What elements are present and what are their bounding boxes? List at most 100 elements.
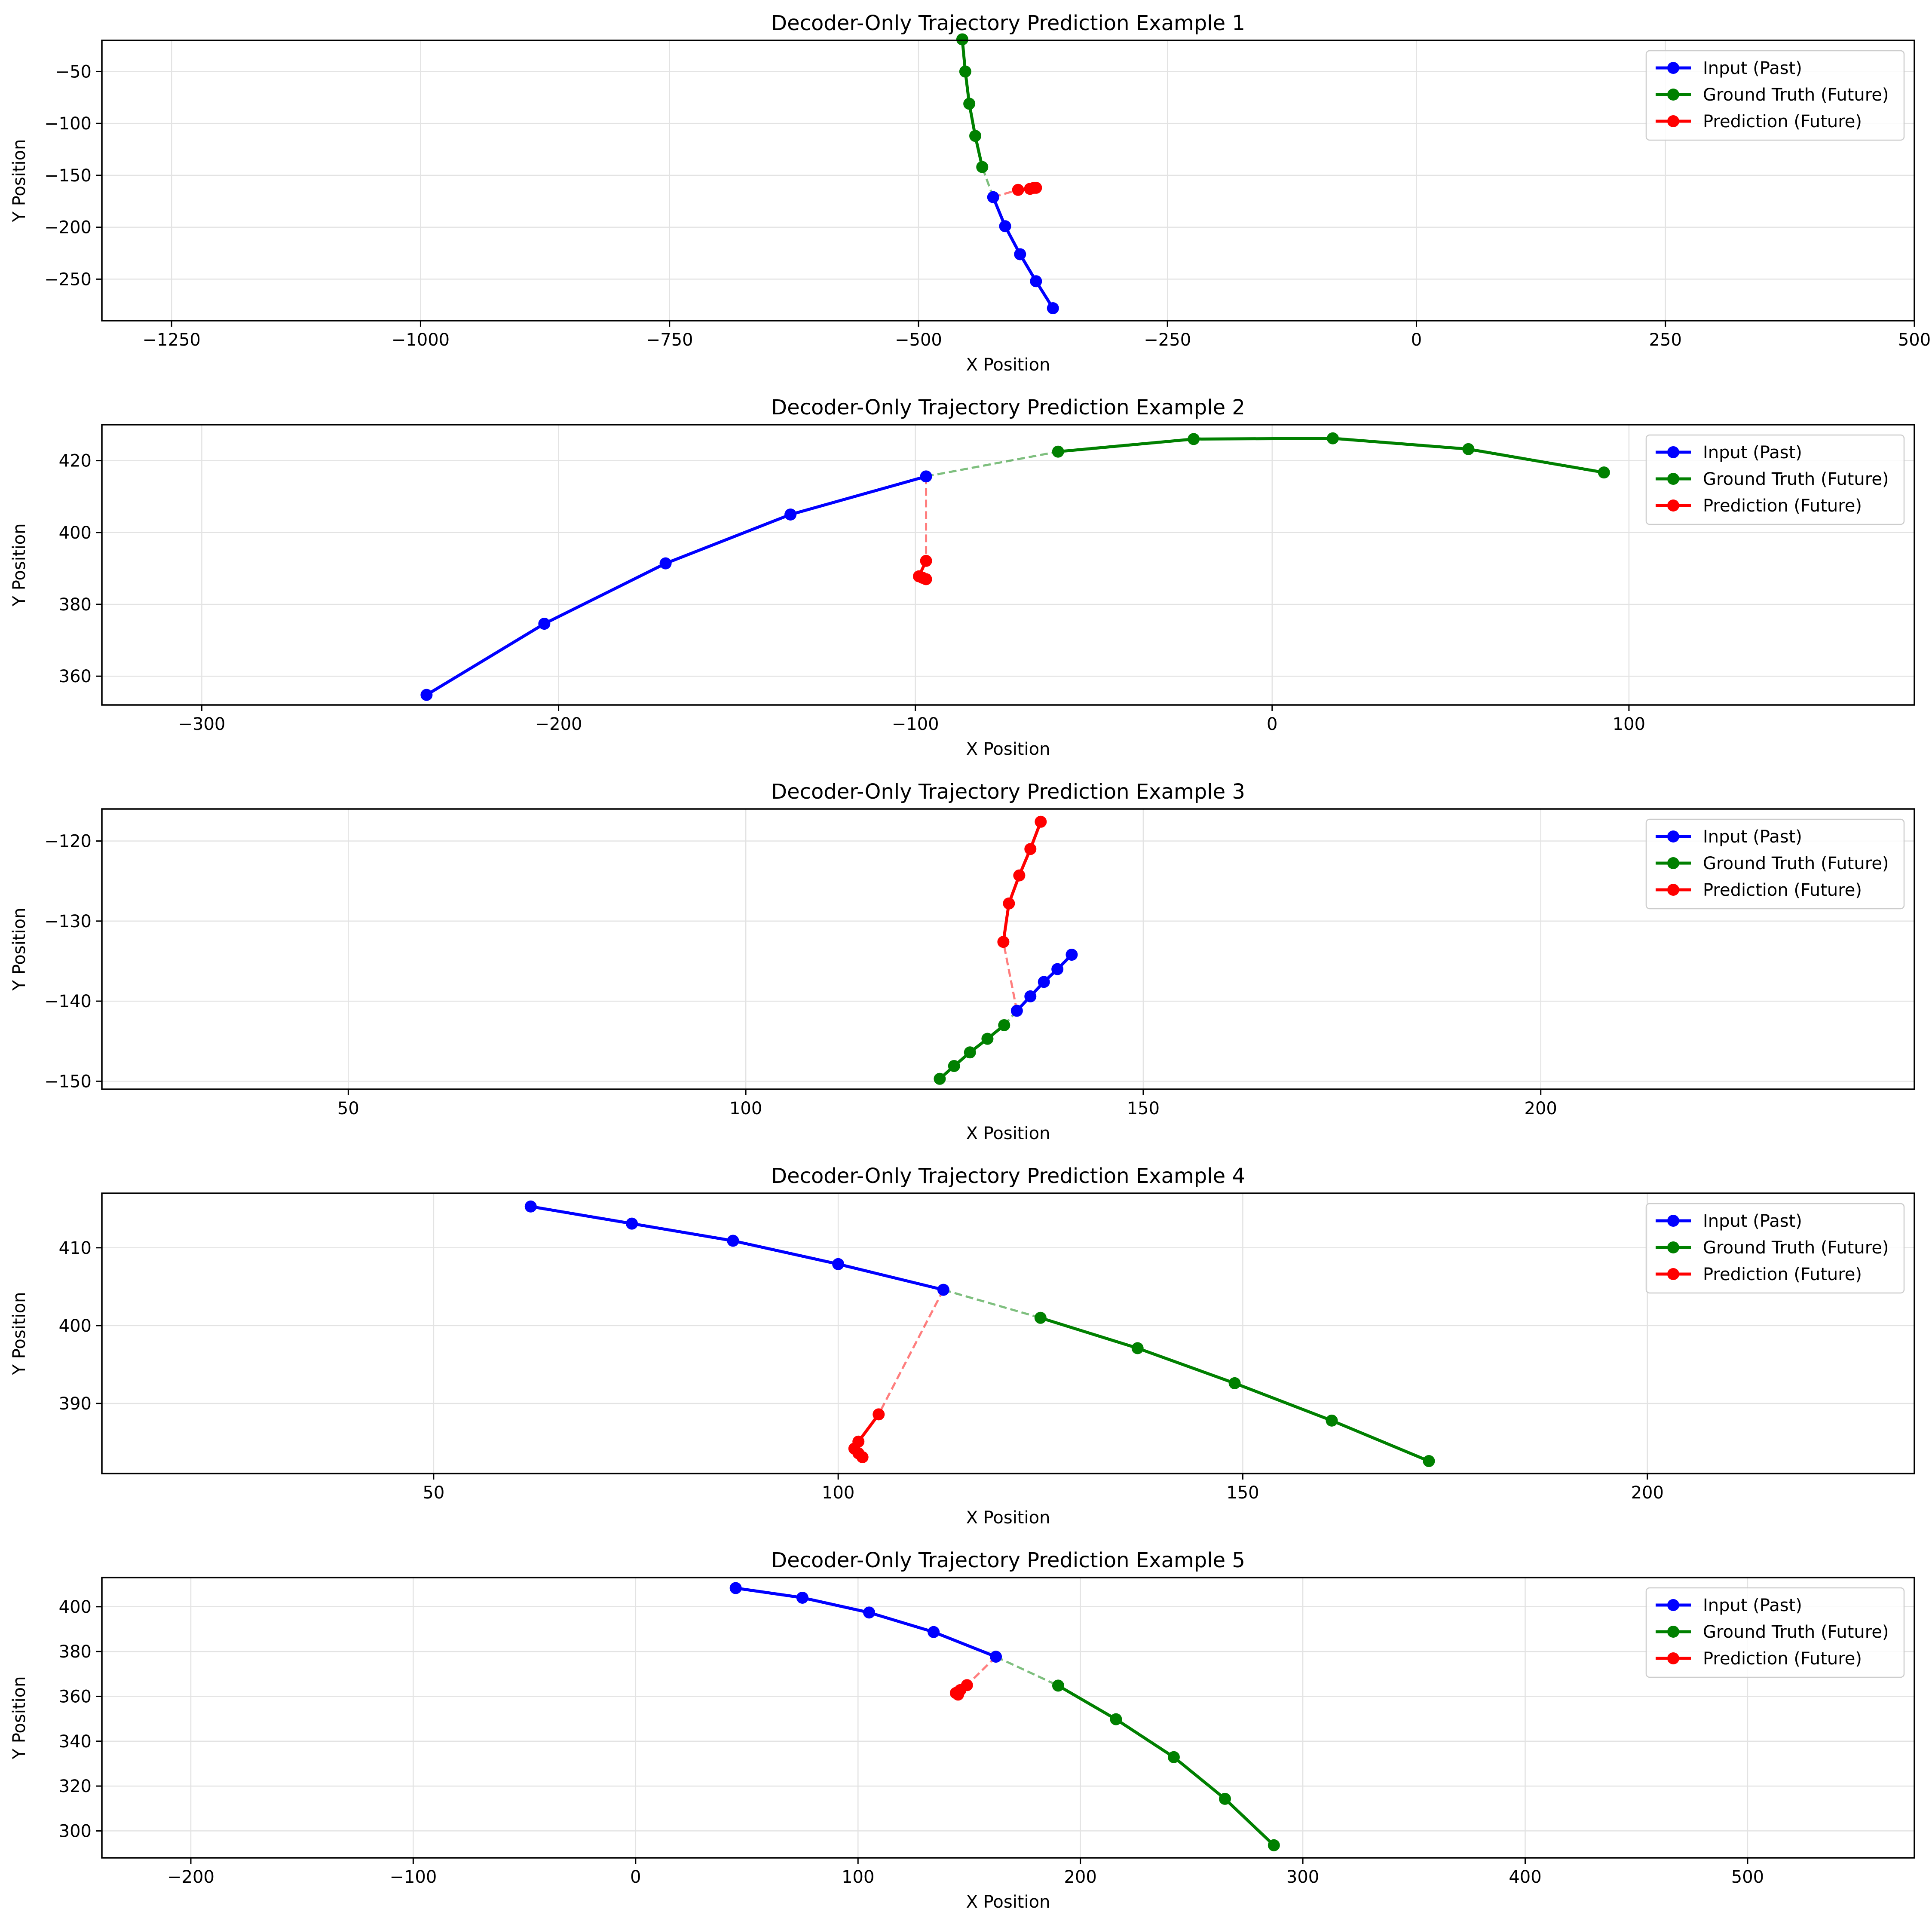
data-point — [1024, 990, 1037, 1002]
data-point — [784, 508, 797, 521]
y-tick-label: −100 — [44, 114, 92, 134]
data-point — [952, 1688, 964, 1701]
x-tick-label: −1000 — [392, 330, 450, 350]
data-point — [1052, 445, 1064, 458]
y-tick-label: 400 — [59, 1597, 92, 1617]
data-point — [1012, 184, 1024, 196]
legend-marker — [1667, 62, 1679, 74]
y-tick-label: −50 — [55, 62, 92, 82]
legend: Input (Past) Ground Truth (Future) Predict… — [1645, 1203, 1905, 1294]
axes-frame — [101, 40, 1915, 322]
x-tick-label: 100 — [1613, 714, 1645, 734]
legend-marker — [1667, 1215, 1679, 1227]
legend-box — [1645, 50, 1905, 141]
y-tick-label: 300 — [59, 1821, 92, 1841]
legend: Input (Past) Ground Truth (Future) Predict… — [1645, 434, 1905, 525]
data-point — [1038, 976, 1050, 988]
legend-marker — [1667, 1599, 1679, 1611]
x-tick-label: 0 — [630, 1867, 641, 1887]
x-tick-label: −500 — [895, 330, 942, 350]
data-point — [1028, 181, 1040, 194]
data-point — [1326, 1414, 1338, 1427]
y-tick-label: 400 — [59, 523, 92, 543]
y-axis-label: Y Position — [9, 524, 29, 607]
data-point — [1052, 1679, 1064, 1692]
data-point — [796, 1591, 808, 1604]
y-tick-label: −120 — [44, 832, 92, 852]
y-axis-label: Y Position — [9, 1676, 29, 1760]
data-point — [998, 1019, 1010, 1031]
data-point — [1014, 248, 1026, 260]
prediction-connector — [878, 1289, 945, 1415]
x-tick-label: 50 — [337, 1099, 359, 1118]
legend: Input (Past) Ground Truth (Future) Predict… — [1645, 818, 1905, 910]
prediction-connector — [1002, 941, 1018, 1011]
data-point — [1228, 1377, 1241, 1389]
data-point — [1034, 1311, 1047, 1324]
data-point — [1598, 466, 1610, 479]
data-point — [659, 557, 672, 570]
chart-title: Decoder-Only Trajectory Prediction Examp… — [771, 395, 1245, 420]
data-point — [934, 1072, 946, 1085]
legend-marker — [1667, 884, 1679, 896]
legend-label: Prediction (Future) — [1703, 112, 1862, 132]
y-tick-label: 360 — [59, 667, 92, 686]
data-point — [727, 1235, 739, 1247]
data-point — [1110, 1713, 1122, 1725]
data-point — [920, 470, 932, 483]
data-point — [832, 1258, 845, 1270]
axes-frame — [101, 808, 1915, 1090]
x-tick-label: 100 — [729, 1099, 762, 1118]
data-point — [1024, 843, 1037, 855]
data-point — [856, 1451, 869, 1463]
data-point — [1219, 1792, 1231, 1805]
legend: Input (Past) Ground Truth (Future) Predict… — [1645, 1587, 1905, 1678]
data-point — [1131, 1342, 1144, 1354]
data-point — [538, 618, 551, 630]
axes-frame — [101, 1577, 1915, 1859]
data-point — [1326, 432, 1339, 444]
data-point — [1047, 302, 1059, 315]
x-axis-label: X Position — [966, 1124, 1050, 1143]
data-point — [959, 65, 971, 78]
data-point — [1188, 433, 1200, 445]
x-tick-label: 100 — [842, 1867, 874, 1887]
legend-label: Ground Truth (Future) — [1703, 1238, 1889, 1258]
data-point — [920, 573, 932, 585]
legend-label: Input (Past) — [1703, 443, 1802, 463]
y-tick-label: −140 — [44, 992, 92, 1011]
x-tick-label: 200 — [1525, 1099, 1557, 1118]
legend-label: Input (Past) — [1703, 827, 1802, 847]
x-tick-label: 100 — [822, 1483, 854, 1503]
chart-title: Decoder-Only Trajectory Prediction Examp… — [771, 1548, 1245, 1572]
x-tick-label: 0 — [1411, 330, 1422, 350]
legend-label: Input (Past) — [1703, 1596, 1802, 1615]
y-tick-label: 360 — [59, 1687, 92, 1707]
data-point — [1010, 1005, 1023, 1017]
chart-title: Decoder-Only Trajectory Prediction Examp… — [771, 780, 1245, 804]
axes-frame — [101, 424, 1915, 706]
legend-marker — [1667, 830, 1679, 843]
chart-panel-5: −200 −100 0 100 200 300 400 500 300 320 340 360 380 4… — [9, 1548, 1915, 1912]
x-tick-label: 0 — [1267, 714, 1277, 734]
y-tick-label: −250 — [44, 270, 92, 289]
chart-panel-4: 50 100 150 200 390 400 410 Decoder-Only Traject… — [9, 1164, 1915, 1528]
x-tick-label: −250 — [1144, 330, 1191, 350]
y-tick-label: 340 — [59, 1732, 92, 1752]
x-tick-label: 50 — [423, 1483, 444, 1503]
y-axis-label: Y Position — [9, 139, 29, 223]
legend-box — [1645, 1587, 1905, 1678]
data-point — [1167, 1751, 1180, 1763]
data-point — [928, 1626, 940, 1638]
chart-panel-1: −1250 −1000 −750 −500 −250 0 250 500 −50 −100 −150… — [9, 11, 1931, 375]
y-tick-label: −130 — [44, 912, 92, 931]
x-axis-label: X Position — [966, 1892, 1050, 1912]
legend-marker — [1667, 1626, 1679, 1638]
data-point — [948, 1060, 960, 1072]
x-tick-label: 200 — [1064, 1867, 1096, 1887]
x-tick-label: −750 — [646, 330, 693, 350]
legend-label: Prediction (Future) — [1703, 1265, 1862, 1284]
chart-title: Decoder-Only Trajectory Prediction Examp… — [771, 1164, 1245, 1188]
data-point — [524, 1200, 537, 1213]
